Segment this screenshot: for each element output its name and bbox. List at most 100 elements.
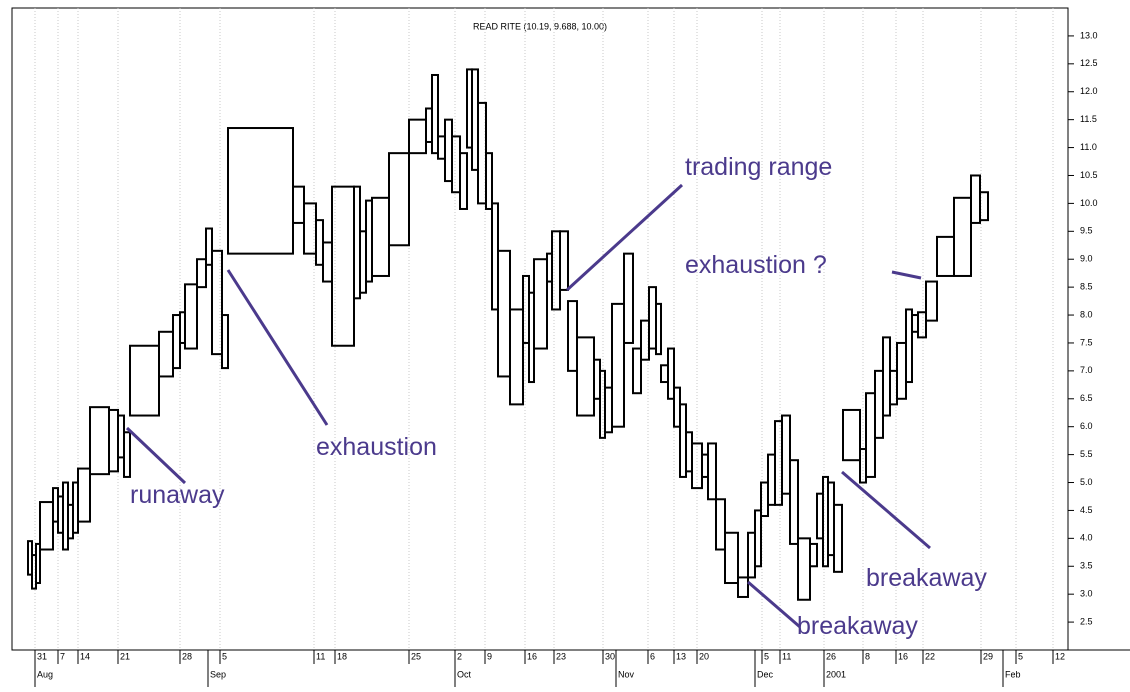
x-tick-label: 28 <box>182 651 192 661</box>
x-tick-label: 5 <box>222 651 227 661</box>
box <box>623 252 634 344</box>
annotation-line <box>125 426 187 485</box>
box <box>509 308 524 406</box>
annotation: runaway <box>130 481 225 509</box>
box <box>754 509 762 568</box>
box <box>533 258 548 350</box>
y-tick-label: 4.5 <box>1080 505 1093 515</box>
box <box>707 442 717 501</box>
x-tick-label: 18 <box>337 651 347 661</box>
y-tick-label: 3.0 <box>1080 589 1093 599</box>
box <box>809 542 818 568</box>
annotation: trading range <box>685 153 832 181</box>
box <box>205 227 213 266</box>
x-tick-label: 31 <box>37 651 47 661</box>
box <box>559 230 569 291</box>
month-label: Dec <box>757 669 774 679</box>
x-tick-label: 16 <box>898 651 908 661</box>
month-label: Oct <box>457 669 472 679</box>
box <box>158 330 174 378</box>
x-tick-label: 9 <box>487 651 492 661</box>
x-tick-label: 21 <box>120 651 130 661</box>
y-tick-label: 6.0 <box>1080 421 1093 431</box>
box <box>979 191 989 222</box>
x-tick-label: 22 <box>925 651 935 661</box>
box <box>797 537 811 601</box>
box <box>874 369 884 439</box>
box <box>882 336 891 417</box>
box <box>89 406 110 476</box>
box <box>437 135 446 160</box>
annotation-line <box>747 580 801 629</box>
x-tick-label: 30 <box>605 651 615 661</box>
chart-title: READ RITE (10.19, 9.688, 10.00) <box>473 21 607 31</box>
y-tick-label: 7.0 <box>1080 365 1093 375</box>
y-tick-label: 2.5 <box>1080 616 1093 626</box>
annotation-line <box>841 470 931 550</box>
y-tick-label: 9.0 <box>1080 254 1093 264</box>
y-tick-label: 11.0 <box>1080 142 1097 152</box>
x-tick-label: 25 <box>411 651 421 661</box>
box <box>129 344 160 417</box>
box <box>497 249 511 378</box>
annotation: exhaustion ? <box>685 251 827 279</box>
month-label: Sep <box>210 669 226 679</box>
box <box>459 152 468 210</box>
x-tick-label: 8 <box>865 651 870 661</box>
box <box>842 408 861 462</box>
y-tick-label: 10.5 <box>1080 170 1098 180</box>
y-tick-label: 12.5 <box>1080 58 1098 68</box>
y-tick-label: 5.5 <box>1080 449 1093 459</box>
box <box>408 118 427 155</box>
box <box>371 196 390 277</box>
box <box>774 420 783 506</box>
x-tick-label: 5 <box>1018 651 1023 661</box>
x-tick-label: 5 <box>764 651 769 661</box>
x-tick-label: 13 <box>676 651 686 661</box>
box <box>292 185 305 224</box>
y-tick-label: 11.5 <box>1080 114 1097 124</box>
box <box>889 369 898 406</box>
box <box>660 364 669 384</box>
month-label: Aug <box>37 669 53 679</box>
box <box>444 118 453 183</box>
x-tick-label: 16 <box>527 651 537 661</box>
x-tick-label: 29 <box>983 651 993 661</box>
box <box>925 280 938 322</box>
y-tick-label: 5.0 <box>1080 477 1093 487</box>
y-tick-label: 7.5 <box>1080 337 1093 347</box>
box <box>737 576 749 598</box>
box <box>227 127 294 255</box>
box <box>611 302 625 428</box>
box <box>211 249 223 356</box>
annotation-line <box>891 270 922 280</box>
box <box>108 408 119 473</box>
box <box>567 300 578 372</box>
box <box>760 481 769 518</box>
y-tick-label: 13.0 <box>1080 30 1098 40</box>
box <box>123 431 131 478</box>
box <box>715 498 726 551</box>
box <box>35 542 41 585</box>
box <box>789 459 799 545</box>
box <box>781 414 791 495</box>
box <box>184 283 198 350</box>
box <box>917 311 927 339</box>
y-tick-label: 8.5 <box>1080 282 1093 292</box>
x-tick-label: 26 <box>826 651 836 661</box>
x-tick-label: 23 <box>556 651 566 661</box>
y-tick-label: 8.0 <box>1080 309 1093 319</box>
x-tick-label: 14 <box>80 651 90 661</box>
month-label: Nov <box>618 669 635 679</box>
box <box>970 174 981 224</box>
box <box>39 501 54 551</box>
annotation-line <box>565 183 684 292</box>
box <box>632 347 642 395</box>
box <box>667 347 675 400</box>
box <box>322 241 333 283</box>
box <box>655 302 662 356</box>
plot-frame <box>11 7 1069 651</box>
box <box>303 202 317 255</box>
